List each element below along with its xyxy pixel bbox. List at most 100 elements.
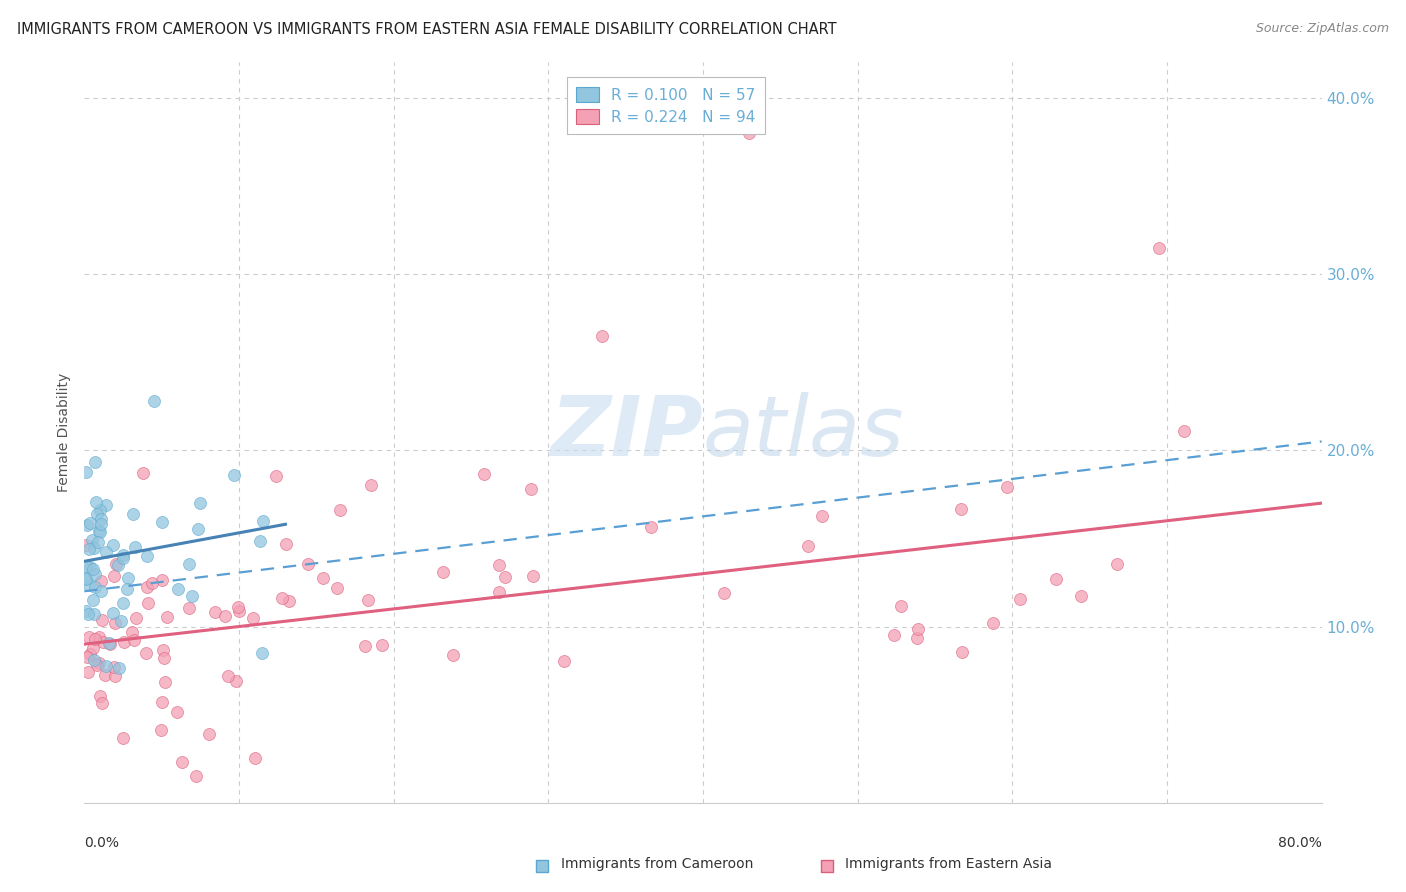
Point	[87, 534, 110, 549]
Point	[1147, 240, 1170, 255]
Point	[197, 727, 219, 741]
Point	[90, 696, 112, 710]
Point	[796, 539, 818, 553]
Point	[981, 615, 1004, 630]
Point	[995, 480, 1018, 494]
Point	[522, 569, 544, 583]
Point	[143, 393, 166, 408]
Point	[472, 467, 495, 481]
Point	[640, 520, 662, 534]
Point	[76, 649, 98, 664]
Point	[75, 466, 97, 480]
Text: Immigrants from Cameroon: Immigrants from Cameroon	[561, 857, 754, 871]
Point	[312, 571, 335, 585]
Point	[890, 599, 912, 613]
Text: IMMIGRANTS FROM CAMEROON VS IMMIGRANTS FROM EASTERN ASIA FEMALE DISABILITY CORRE: IMMIGRANTS FROM CAMEROON VS IMMIGRANTS F…	[17, 22, 837, 37]
Point	[353, 639, 375, 653]
Point	[90, 584, 112, 599]
Point	[89, 689, 111, 703]
Point	[738, 126, 761, 140]
Point	[606, 117, 628, 131]
Point	[98, 636, 121, 650]
Point	[172, 755, 194, 769]
Point	[177, 601, 200, 615]
Point	[1173, 424, 1195, 438]
Point	[441, 648, 464, 662]
Point	[228, 599, 250, 614]
Text: 0.0%: 0.0%	[84, 836, 120, 850]
Point	[360, 478, 382, 492]
Point	[124, 541, 146, 555]
Point	[90, 613, 112, 627]
Point	[87, 524, 110, 538]
Point	[883, 628, 905, 642]
Point	[107, 558, 129, 572]
Point	[136, 549, 159, 563]
Point	[274, 536, 297, 550]
Point	[79, 631, 101, 645]
Point	[252, 646, 274, 660]
Point	[83, 653, 105, 667]
Point	[96, 545, 118, 559]
Point	[252, 514, 274, 528]
Point	[1010, 592, 1032, 607]
Point	[83, 566, 105, 581]
Point	[89, 524, 111, 539]
Point	[125, 611, 148, 625]
Point	[180, 589, 202, 603]
Point	[93, 668, 115, 682]
Point	[101, 606, 124, 620]
Point	[326, 581, 349, 595]
Point	[90, 512, 112, 526]
Point	[166, 705, 188, 719]
Point	[950, 645, 973, 659]
Point	[494, 569, 516, 583]
Text: 80.0%: 80.0%	[1278, 836, 1322, 850]
Point	[249, 534, 271, 549]
Point	[141, 576, 163, 591]
Point	[75, 604, 97, 618]
Point	[1070, 589, 1092, 603]
Point	[135, 646, 157, 660]
Point	[112, 635, 135, 649]
Point	[75, 573, 97, 587]
Point	[111, 548, 134, 562]
Point	[150, 695, 173, 709]
Point	[149, 723, 172, 738]
Point	[117, 571, 139, 585]
Point	[75, 559, 97, 574]
Point	[131, 466, 153, 480]
Point	[84, 580, 107, 594]
Point	[121, 625, 143, 640]
Point	[94, 658, 117, 673]
Point	[103, 660, 125, 674]
Point	[77, 542, 100, 557]
Point	[87, 656, 110, 670]
Point	[84, 632, 107, 646]
Text: atlas: atlas	[703, 392, 904, 473]
Point	[79, 516, 101, 530]
Point	[79, 560, 101, 574]
Point	[77, 665, 100, 679]
Text: Source: ZipAtlas.com: Source: ZipAtlas.com	[1256, 22, 1389, 36]
Point	[104, 616, 127, 631]
Point	[90, 574, 112, 588]
Point	[214, 609, 236, 624]
Point	[217, 668, 239, 682]
Point	[1105, 558, 1128, 572]
Point	[105, 557, 128, 571]
Point	[122, 633, 145, 648]
Text: ZIP: ZIP	[550, 392, 703, 473]
Point	[905, 631, 928, 645]
Point	[82, 562, 104, 576]
Point	[371, 638, 394, 652]
Point	[98, 635, 121, 649]
Point	[329, 503, 352, 517]
Point	[152, 643, 174, 657]
Point	[82, 592, 104, 607]
Point	[270, 591, 292, 606]
Point	[83, 455, 105, 469]
Point	[135, 580, 157, 594]
Point	[811, 509, 834, 524]
Point	[242, 611, 264, 625]
